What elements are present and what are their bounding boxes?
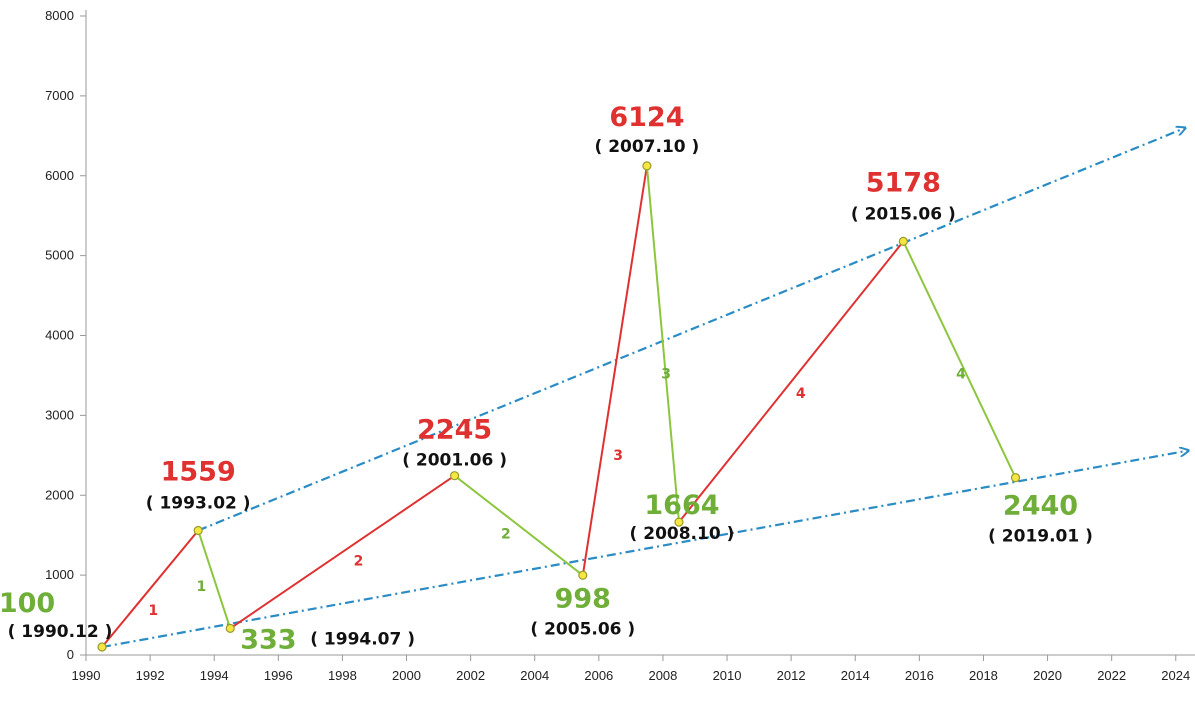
- x-tick-label: 2000: [392, 668, 421, 683]
- date-label: ( 2015.06 ): [851, 204, 956, 224]
- low-value-label: 100: [0, 588, 55, 619]
- date-label: ( 2005.06 ): [530, 619, 635, 639]
- turning-point: [898, 236, 908, 247]
- fall-segment: [197, 530, 232, 629]
- x-tick-label: 2016: [905, 668, 934, 683]
- fall-leg-label: 1: [197, 579, 207, 595]
- y-tick-label: 7000: [45, 88, 74, 103]
- y-tick-label: 3000: [45, 407, 74, 422]
- x-tick-label: 2006: [584, 668, 613, 683]
- date-label: ( 2008.10 ): [630, 524, 735, 544]
- fall-segment: [453, 474, 584, 577]
- turning-point: [642, 161, 652, 171]
- turning-point: [225, 623, 235, 634]
- rise-leg-label: 4: [796, 386, 806, 402]
- x-tick-label: 1990: [72, 668, 101, 683]
- x-tick-label: 2010: [713, 668, 742, 683]
- rise-segment: [581, 165, 648, 576]
- turning-point: [193, 525, 203, 536]
- leg-labels: 1 1 2 2 3 3 4 4: [148, 367, 966, 619]
- low-value-label: 1664: [644, 490, 719, 521]
- x-tick-label: 2018: [969, 668, 998, 683]
- date-label: ( 1994.07 ): [310, 629, 415, 649]
- x-tick-label: 1992: [136, 668, 165, 683]
- high-value-label: 5178: [866, 167, 941, 198]
- x-tick-label: 2012: [777, 668, 806, 683]
- x-tick-label: 2004: [520, 668, 549, 683]
- date-label: ( 2019.01 ): [988, 527, 1093, 547]
- low-value-label: 2440: [1003, 491, 1078, 522]
- turning-point: [578, 570, 588, 580]
- rise-segment: [229, 474, 456, 630]
- high-value-label: 6124: [609, 102, 684, 133]
- fall-leg-label: 3: [661, 367, 671, 383]
- y-tick-label: 1000: [45, 567, 74, 582]
- y-tick-label: 0: [67, 647, 74, 662]
- date-label: ( 1990.12 ): [8, 622, 113, 642]
- rise-leg-label: 3: [613, 448, 623, 464]
- rise-segment: [678, 240, 905, 523]
- x-tick-label: 2014: [841, 668, 870, 683]
- fall-segment: [902, 240, 1017, 479]
- turning-points: [97, 161, 1021, 652]
- x-tick-label: 1994: [200, 668, 229, 683]
- point-labels: 100 ( 1990.12 ) 1559 ( 1993.02 ) 333 ( 1994.0…: [0, 102, 1093, 656]
- x-tick-label: 2008: [648, 668, 677, 683]
- turning-point: [1010, 473, 1021, 483]
- date-label: ( 2007.10 ): [595, 137, 700, 157]
- date-label: ( 1993.02 ): [146, 493, 251, 513]
- turning-point: [97, 642, 107, 652]
- x-tick-label: 2022: [1097, 668, 1126, 683]
- trendline-lower: [101, 451, 1189, 649]
- trendline-upper: [197, 128, 1185, 532]
- x-tick-label: 1998: [328, 668, 357, 683]
- high-value-label: 1559: [161, 456, 236, 487]
- x-tick-label: 2002: [456, 668, 485, 683]
- y-tick-label: 6000: [45, 168, 74, 183]
- date-label: ( 2001.06 ): [402, 451, 507, 471]
- x-tick-label: 2024: [1161, 668, 1190, 683]
- y-tick-label: 8000: [45, 8, 74, 23]
- y-tick-label: 2000: [45, 487, 74, 502]
- y-tick-label: 5000: [45, 248, 74, 263]
- rise-leg-label: 1: [148, 603, 158, 619]
- y-tick-label: 4000: [45, 328, 74, 343]
- low-value-label: 998: [555, 583, 611, 614]
- fall-segment: [645, 165, 680, 523]
- price-segments: [101, 165, 1017, 648]
- high-value-label: 2245: [417, 415, 492, 446]
- fall-leg-label: 2: [501, 526, 511, 542]
- fall-leg-label: 4: [956, 367, 966, 383]
- low-value-label: 333: [240, 624, 296, 655]
- trendlines: [101, 128, 1189, 649]
- turning-point: [449, 471, 460, 481]
- rise-leg-label: 2: [354, 554, 364, 570]
- x-tick-label: 2020: [1033, 668, 1062, 683]
- turning-point: [674, 517, 684, 527]
- rise-segment: [101, 529, 199, 648]
- x-tick-label: 1996: [264, 668, 293, 683]
